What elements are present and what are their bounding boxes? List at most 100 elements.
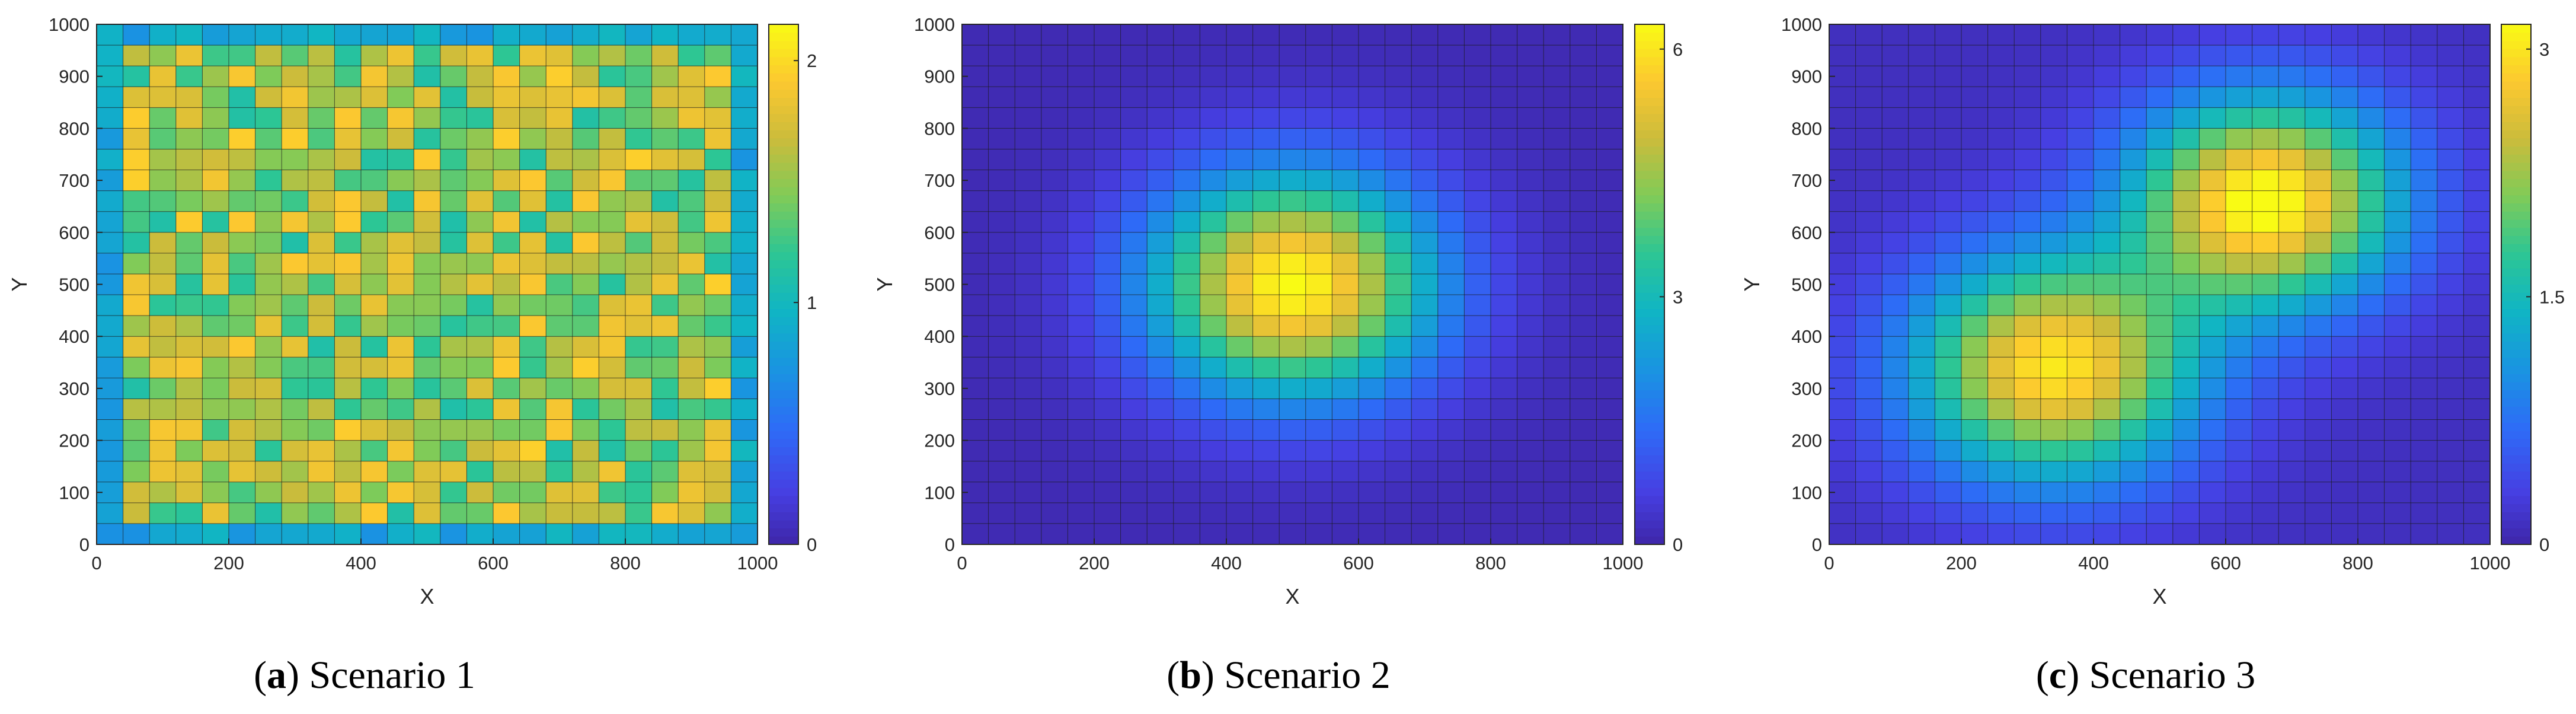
heatmap-cell [1252,440,1280,462]
heatmap-cell [149,273,177,295]
colorbar-tick-label: 3 [1673,286,1683,307]
heatmap-cell [1570,336,1597,358]
colorbar: 01.53 [2501,24,2565,555]
heatmap-cell [1252,253,1280,275]
colorbar: 012 [768,24,817,555]
heatmap-cell [1491,232,1517,254]
heatmap-cell [2067,482,2094,503]
heatmap-cell [1411,502,1439,524]
heatmap-cell [2358,273,2385,295]
heatmap-cell [493,378,520,399]
colorbar-tick-label: 0 [1673,534,1683,555]
colorbar-segment [2501,89,2531,98]
colorbar-segment [769,130,798,139]
x-tick-label: 400 [346,553,376,573]
heatmap-cell [704,232,731,254]
heatmap-cell [1120,315,1148,337]
colorbar-segment [2501,40,2531,49]
heatmap-cell [387,419,414,441]
colorbar-segment [2501,528,2531,537]
heatmap-cell [546,523,573,545]
heatmap-cell [1908,45,1935,66]
heatmap-cell [1226,107,1253,129]
heatmap-cell [1411,295,1439,316]
heatmap-cell [1855,190,1883,212]
heatmap-cell [282,253,309,275]
heatmap-cell [1517,273,1544,295]
heatmap-cell [149,502,177,524]
colorbar-segment [1635,512,1664,521]
heatmap-cell [2437,24,2464,46]
heatmap-cell [1908,336,1935,358]
heatmap-cell [2094,482,2120,503]
heatmap-cell [2278,440,2306,462]
heatmap-cell [2252,66,2279,87]
heatmap-cell [1305,45,1332,66]
heatmap-cell [2094,211,2120,233]
heatmap-cell [2014,419,2041,441]
heatmap-cell [2014,440,2041,462]
heatmap-cell [599,232,626,254]
heatmap-cell [2226,419,2252,441]
heatmap-cell [2040,211,2067,233]
heatmap-cell [599,440,626,462]
heatmap-cell [2226,170,2252,192]
heatmap-cell [1543,419,1571,441]
heatmap-cell [2437,357,2464,378]
heatmap-cell [1252,315,1280,337]
heatmap-cell [202,66,229,87]
heatmap-cell [1120,419,1148,441]
heatmap-cell [1935,336,1962,358]
heatmap-cell [2305,523,2332,545]
heatmap-cell [2305,399,2332,420]
heatmap-cell [962,502,989,524]
heatmap-cell [2331,170,2358,192]
heatmap-cell [2411,66,2438,87]
heatmap-cell [2358,336,2385,358]
heatmap-cell [414,273,441,295]
heatmap-cell [2172,232,2200,254]
heatmap-cell [493,232,520,254]
heatmap-cell [1570,461,1597,483]
heatmap-cell [414,502,441,524]
heatmap-cell [1935,128,1962,149]
colorbar-segment [769,519,798,529]
colorbar-segment [1635,106,1664,114]
heatmap-cell [2040,232,2067,254]
heatmap-cell [2014,253,2041,275]
heatmap-cell [1120,24,1148,46]
heatmap-cell [1543,357,1571,378]
heatmap-cell [1173,523,1200,545]
heatmap-cell [1147,24,1174,46]
heatmap-cell [2384,357,2411,378]
heatmap-cell [2384,170,2411,192]
cell-grid [962,24,1623,544]
heatmap-cell [731,440,758,462]
colorbar-segment [1635,519,1664,529]
heatmap-cell [1041,502,1068,524]
heatmap-cell [625,66,652,87]
heatmap-cell [1935,357,1962,378]
heatmap-cell [1147,523,1174,545]
heatmap-cell [1935,399,1962,420]
heatmap-cell [1596,107,1623,129]
heatmap-cell [2305,502,2332,524]
heatmap-cell [1411,523,1439,545]
heatmap-cell [493,419,520,441]
colorbar-segment [769,308,798,317]
heatmap-cell [2305,295,2332,316]
colorbar-segment [1635,243,1664,253]
heatmap-cell [308,232,335,254]
heatmap-cell [1385,128,1412,149]
heatmap-cell [1411,232,1439,254]
heatmap-cell [2331,149,2358,170]
heatmap-cell [229,378,255,399]
heatmap-cell [1961,211,1988,233]
heatmap-cell [255,315,282,337]
heatmap-cell [1252,482,1280,503]
heatmap-cell [962,523,989,545]
heatmap-cell [1305,232,1332,254]
heatmap-cell [1120,232,1148,254]
heatmap-cell [255,190,282,212]
heatmap-cell [1596,211,1623,233]
